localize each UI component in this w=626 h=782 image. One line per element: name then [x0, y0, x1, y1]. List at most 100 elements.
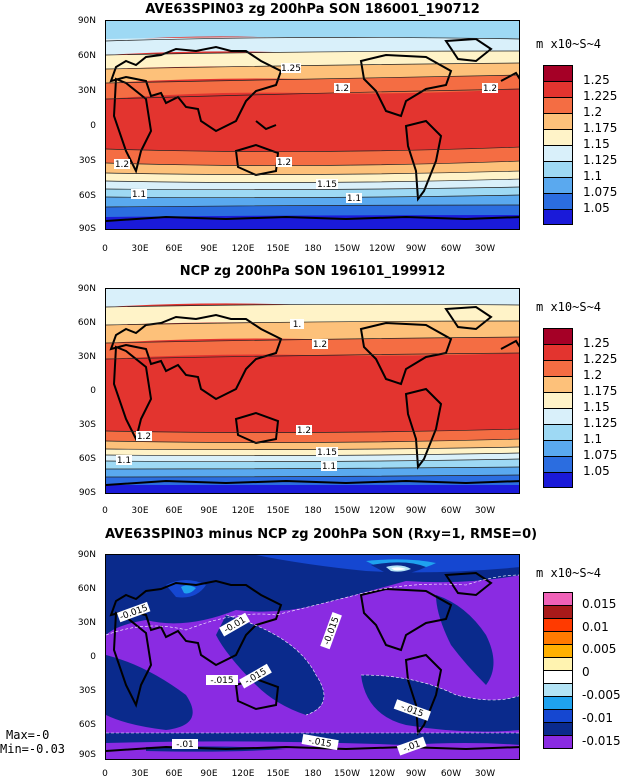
colorbar-label: 0.005: [582, 642, 617, 656]
p1-contour-label: 1.1: [347, 194, 361, 204]
colorbar-box: [543, 670, 573, 683]
colorbar-box: [543, 657, 573, 670]
lon-label: 60E: [165, 769, 183, 779]
lon-label: 180: [304, 506, 322, 516]
lat-label: 90S: [78, 224, 96, 234]
lat-label: 30N: [77, 86, 96, 96]
lon-label: 60W: [440, 244, 462, 254]
lon-label: 120E: [231, 506, 255, 516]
panel-1: AVE63SPIN03 zg 200hPa SON 186001_190712: [0, 0, 626, 260]
colorbar-box: [543, 65, 573, 81]
lat-label: 60N: [77, 584, 96, 594]
lat-label: 60S: [78, 720, 96, 730]
p1-contour-label: 1.25: [281, 64, 301, 74]
colorbar-box: [543, 696, 573, 709]
lat-label: 30S: [78, 156, 96, 166]
lon-label: 30E: [131, 506, 149, 516]
colorbar-label: 1.1: [583, 169, 603, 183]
p3-contour-label: -.015: [210, 676, 233, 686]
lon-label: 60E: [165, 506, 183, 516]
p1-contour-label: 1.2: [115, 160, 129, 170]
lon-label: 150E: [266, 244, 290, 254]
p2-contour-label: 1.1: [322, 462, 336, 472]
colorbar-label: -0.01: [582, 711, 614, 725]
colorbar-box: [543, 193, 573, 209]
lon-label: 150W: [333, 506, 361, 516]
lon-label: 90E: [200, 506, 218, 516]
colorbar-box: [543, 618, 573, 631]
lon-label: 120W: [368, 506, 396, 516]
p2-contour-label: 1.: [293, 320, 302, 330]
colorbar-label: -0.005: [582, 688, 621, 702]
colorbar-label: 1.2: [583, 105, 603, 119]
colorbar-box: [543, 81, 573, 97]
lon-label: 150E: [266, 769, 290, 779]
colorbar-box: [543, 605, 573, 618]
colorbar-label: 1.075: [583, 185, 618, 199]
lat-label: 0: [90, 386, 96, 396]
colorbar-label: 1.25: [583, 336, 610, 350]
unit-label: m x10~S~4: [536, 300, 602, 314]
colorbar-label: 0: [582, 665, 590, 679]
lon-label: 90E: [200, 769, 218, 779]
p2-contour-label: 1.2: [313, 340, 327, 350]
p1-contour-label: 1.15: [317, 180, 337, 190]
colorbar-box: [543, 631, 573, 644]
colorbar-label: 1.075: [583, 448, 618, 462]
lon-label: 0: [102, 506, 108, 516]
panel-2-title: NCP zg 200hPa SON 196101_199912: [179, 264, 446, 279]
colorbar-label: 1.15: [583, 400, 610, 414]
panel-3-field: -0.015 -0.01 -0.015 -.015 -.015 -.015 -.…: [106, 555, 519, 759]
lat-label: 90N: [77, 284, 96, 294]
lon-label: 90E: [200, 244, 218, 254]
colorbar-box: [543, 392, 573, 408]
colorbar-box: [543, 472, 573, 488]
lat-label: 60S: [78, 454, 96, 464]
colorbar-label: 1.05: [583, 464, 610, 478]
panel-2-map: 1.2 1.2 1.2 1.15 1.1 1.1 1.: [105, 288, 520, 494]
colorbar-label: 1.125: [583, 153, 618, 167]
colorbar-label: 1.175: [583, 121, 618, 135]
colorbar-label: 1.175: [583, 384, 618, 398]
lon-label: 60W: [440, 506, 462, 516]
colorbar-box: [543, 328, 573, 344]
colorbar-box: [543, 644, 573, 657]
max-label: Max=-0: [6, 728, 50, 742]
panel-2: NCP zg 200hPa SON 196101_199912: [0, 262, 626, 522]
colorbar-label: 1.225: [583, 352, 618, 366]
lon-label: 120W: [368, 244, 396, 254]
panel-1-title: AVE63SPIN03 zg 200hPa SON 186001_190712: [145, 2, 480, 17]
colorbar-label: 0.01: [582, 620, 609, 634]
p3-contour-label: -.015: [308, 736, 333, 750]
lon-label: 150W: [333, 769, 361, 779]
lon-label: 30W: [474, 244, 496, 254]
colorbar-box: [543, 456, 573, 472]
colorbar-label: 1.15: [583, 137, 610, 151]
lat-label: 30N: [77, 352, 96, 362]
lon-label: 0: [102, 244, 108, 254]
lon-label: 30W: [474, 506, 496, 516]
colorbar-label: 0.015: [582, 597, 617, 611]
colorbar: [543, 592, 573, 749]
p2-contour-label: 1.2: [137, 432, 151, 442]
p2-contour-label: 1.2: [297, 426, 311, 436]
colorbar-label: 1.05: [583, 201, 610, 215]
lon-label: 90W: [405, 769, 427, 779]
panel-3-map: -0.015 -0.01 -0.015 -.015 -.015 -.015 -.…: [105, 554, 520, 760]
lon-label: 150E: [266, 506, 290, 516]
colorbar-label: 1.2: [583, 368, 603, 382]
lat-label: 30S: [78, 420, 96, 430]
colorbar-box: [543, 376, 573, 392]
colorbar-box: [543, 113, 573, 129]
min-label: Min=-0.03: [0, 742, 66, 756]
p1-contour-label: 1.2: [277, 158, 291, 168]
lat-label: 30N: [77, 618, 96, 628]
lon-label: 120E: [231, 769, 255, 779]
lon-label: 90W: [405, 244, 427, 254]
colorbar-label: 1.225: [583, 89, 618, 103]
lon-label: 180: [304, 769, 322, 779]
lat-label: 0: [90, 652, 96, 662]
colorbar-box: [543, 177, 573, 193]
p3-contour-label: -.01: [176, 740, 194, 750]
lon-label: 180: [304, 244, 322, 254]
